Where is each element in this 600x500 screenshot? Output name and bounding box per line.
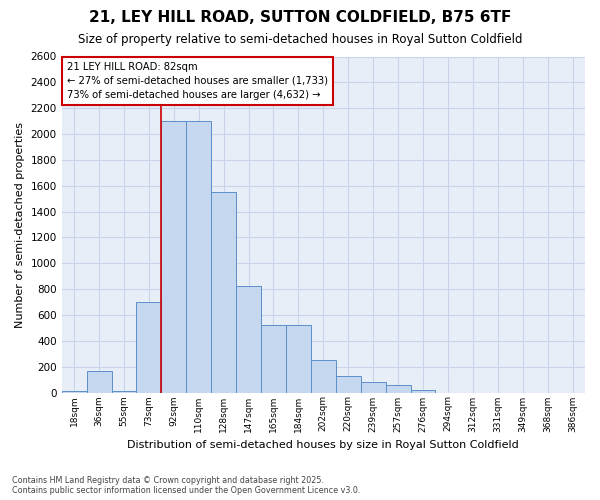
Bar <box>336 376 361 392</box>
Bar <box>186 121 211 392</box>
Bar <box>112 391 136 392</box>
Bar <box>136 302 161 392</box>
Bar <box>161 121 186 392</box>
Bar <box>386 386 410 392</box>
Text: 21, LEY HILL ROAD, SUTTON COLDFIELD, B75 6TF: 21, LEY HILL ROAD, SUTTON COLDFIELD, B75… <box>89 10 511 25</box>
Text: 21 LEY HILL ROAD: 82sqm
← 27% of semi-detached houses are smaller (1,733)
73% of: 21 LEY HILL ROAD: 82sqm ← 27% of semi-de… <box>67 62 328 100</box>
Bar <box>236 286 261 393</box>
Y-axis label: Number of semi-detached properties: Number of semi-detached properties <box>15 122 25 328</box>
Bar <box>361 382 386 392</box>
Text: Size of property relative to semi-detached houses in Royal Sutton Coldfield: Size of property relative to semi-detach… <box>78 32 522 46</box>
Text: Contains HM Land Registry data © Crown copyright and database right 2025.
Contai: Contains HM Land Registry data © Crown c… <box>12 476 361 495</box>
Bar <box>261 326 286 392</box>
Bar <box>62 391 86 392</box>
Bar <box>311 360 336 392</box>
X-axis label: Distribution of semi-detached houses by size in Royal Sutton Coldfield: Distribution of semi-detached houses by … <box>127 440 519 450</box>
Bar <box>86 370 112 392</box>
Bar <box>211 192 236 392</box>
Bar <box>286 326 311 392</box>
Bar <box>410 390 436 392</box>
